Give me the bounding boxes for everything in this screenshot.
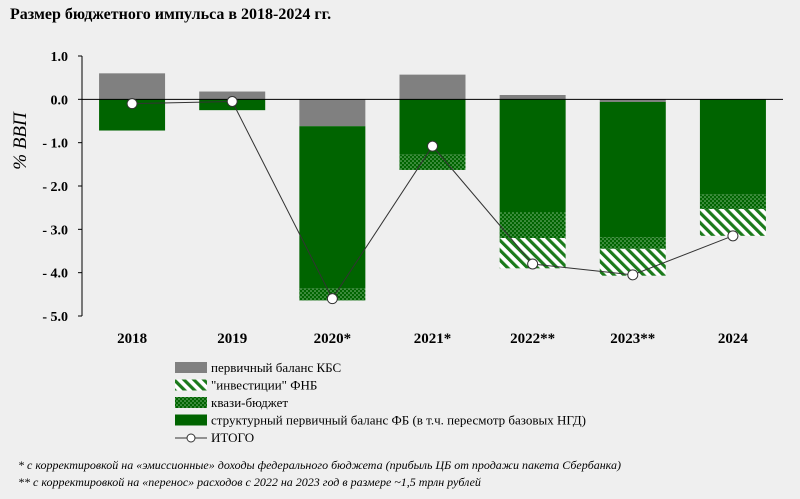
bar-segment — [399, 154, 466, 170]
legend-swatch — [175, 362, 207, 373]
total-point — [326, 293, 338, 305]
legend-swatch — [175, 414, 207, 426]
x-tick-label: 2020* — [314, 331, 352, 347]
x-tick-label: 2019 — [217, 331, 247, 347]
legend-label: первичный баланс КБС — [211, 360, 341, 375]
total-point — [527, 258, 539, 270]
total-point — [627, 269, 639, 281]
total-point — [126, 98, 138, 110]
bar-segment — [699, 194, 766, 209]
footnotes: * с корректировкой на «эмиссионные» дохо… — [18, 458, 621, 490]
legend-label: ИТОГО — [211, 430, 254, 445]
legend: первичный баланс КБС "инвестиции" ФНБ кваз… — [175, 360, 586, 445]
bar-segment — [599, 99, 666, 102]
total-point — [727, 230, 739, 242]
y-tick-label: - 3.0 — [42, 223, 68, 238]
x-tick-label: 2023** — [610, 331, 655, 347]
chart-title: Размер бюджетного импульса в 2018-2024 г… — [10, 6, 332, 23]
bar-segment — [499, 95, 566, 100]
y-tick-label: 1.0 — [51, 50, 69, 65]
total-point — [427, 140, 438, 152]
bar-segment — [299, 99, 366, 127]
x-tick-label: 2022** — [510, 331, 555, 347]
legend-swatch-marker — [186, 433, 196, 443]
bar-segment — [299, 126, 366, 289]
bar-segment — [399, 74, 466, 100]
legend-swatch — [175, 379, 207, 391]
bar-segment — [599, 237, 666, 249]
y-tick-label: - 1.0 — [42, 137, 68, 152]
y-tick-label: - 4.0 — [42, 267, 68, 282]
bar-segment — [199, 91, 266, 100]
legend-swatch — [175, 397, 207, 408]
y-tick-label: 0.0 — [51, 93, 69, 108]
y-tick-label: - 2.0 — [42, 180, 68, 195]
legend-label: квази-бюджет — [211, 395, 288, 410]
plot-area: 1.0 0.0 - 1.0 - 2.0 - 3.0 - 4.0 - 5.0 % ВВП 2018… — [10, 50, 783, 347]
legend-label: "инвестиции" ФНБ — [211, 378, 317, 393]
bar-segment — [599, 101, 666, 238]
footnote-1: * с корректировкой на «эмиссионные» дохо… — [18, 458, 621, 472]
total-point — [226, 96, 238, 107]
footnote-2: ** с корректировкой на «перенос» расходо… — [18, 475, 481, 489]
y-axis-label: % ВВП — [10, 111, 31, 170]
y-tick-label: - 5.0 — [42, 310, 68, 325]
bar-segment — [499, 99, 566, 212]
legend-label: структурный первичный баланс ФБ (в т.ч. … — [211, 413, 586, 428]
bar-segment — [499, 212, 566, 238]
bar-segment — [99, 73, 166, 100]
bar-segment — [699, 99, 766, 195]
x-tick-label: 2021* — [414, 331, 452, 347]
x-tick-label: 2018 — [117, 331, 147, 347]
x-tick-label: 2024 — [718, 331, 749, 347]
